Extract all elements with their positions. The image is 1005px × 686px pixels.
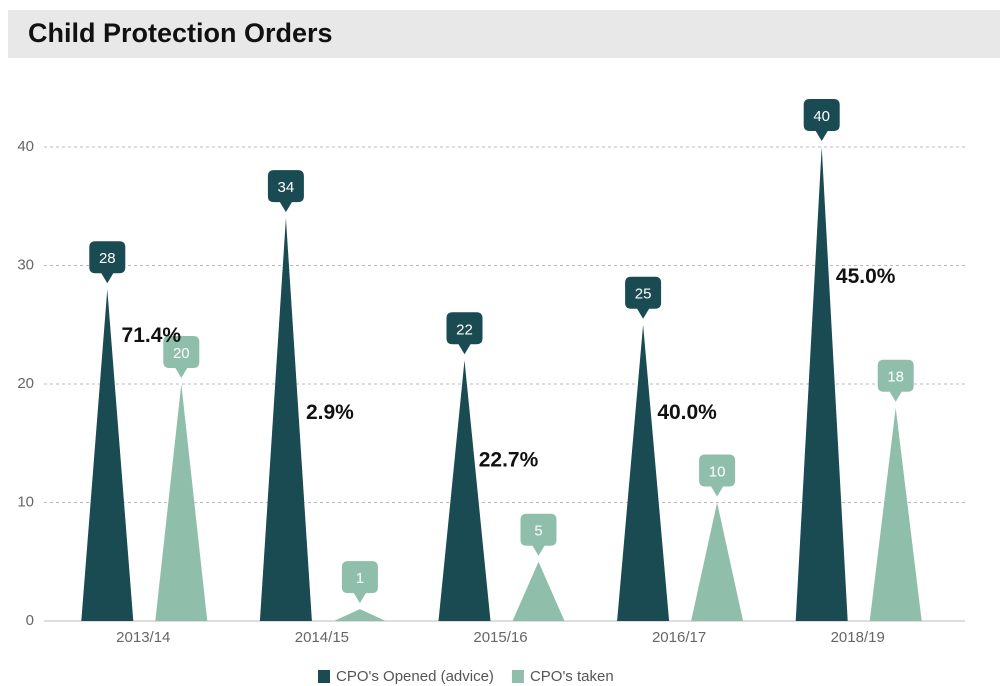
data-label: 10 [709,463,726,480]
data-label: 18 [887,369,904,386]
chart-title: Child Protection Orders [28,18,333,48]
data-label: 34 [278,179,295,196]
triangle-bar [155,384,208,621]
y-tick-label: 30 [17,256,34,273]
x-tick-label: 2018/19 [831,629,885,646]
callout [89,241,126,284]
triangle-bar [691,502,744,621]
triangle-bar [869,407,922,621]
y-tick-label: 20 [17,375,34,392]
data-label: 20 [173,345,190,362]
callout [446,312,483,355]
x-tick-label: 2013/14 [116,629,170,646]
data-label: 22 [456,321,473,338]
data-label: 5 [534,523,542,540]
annotation: 2.9% [306,401,354,424]
triangle-bar [617,324,670,621]
callout [520,513,557,556]
annotation: 22.7% [479,449,539,472]
x-tick-label: 2015/16 [473,629,527,646]
callout [877,359,914,402]
annotation: 45.0% [836,265,896,288]
callout [267,170,304,213]
callout [699,454,736,497]
legend-label: CPO's Opened (advice) [336,668,494,685]
callout [341,561,378,604]
triangle-bar [795,147,848,621]
data-label: 28 [99,250,116,267]
annotation: 40.0% [657,401,717,424]
y-tick-label: 40 [17,138,34,155]
triangle-bar [259,218,312,621]
triangle-bar [512,561,565,621]
triangle-bar [81,289,134,621]
y-tick-label: 10 [17,493,34,510]
annotation: 71.4% [122,324,182,347]
callout [625,276,662,319]
legend-swatch [318,670,330,683]
title-bar [8,10,1000,58]
legend-label: CPO's taken [530,668,614,685]
triangle-bar [438,360,491,621]
triangle-bar [333,609,386,621]
callout [163,336,200,378]
data-label: 25 [635,286,652,303]
callout [803,99,840,141]
legend-swatch [511,670,524,683]
x-tick-label: 2014/15 [295,629,349,646]
y-tick-label: 0 [26,612,34,629]
x-tick-label: 2016/17 [652,629,706,646]
data-label: 40 [813,108,830,125]
data-label: 1 [356,570,364,587]
